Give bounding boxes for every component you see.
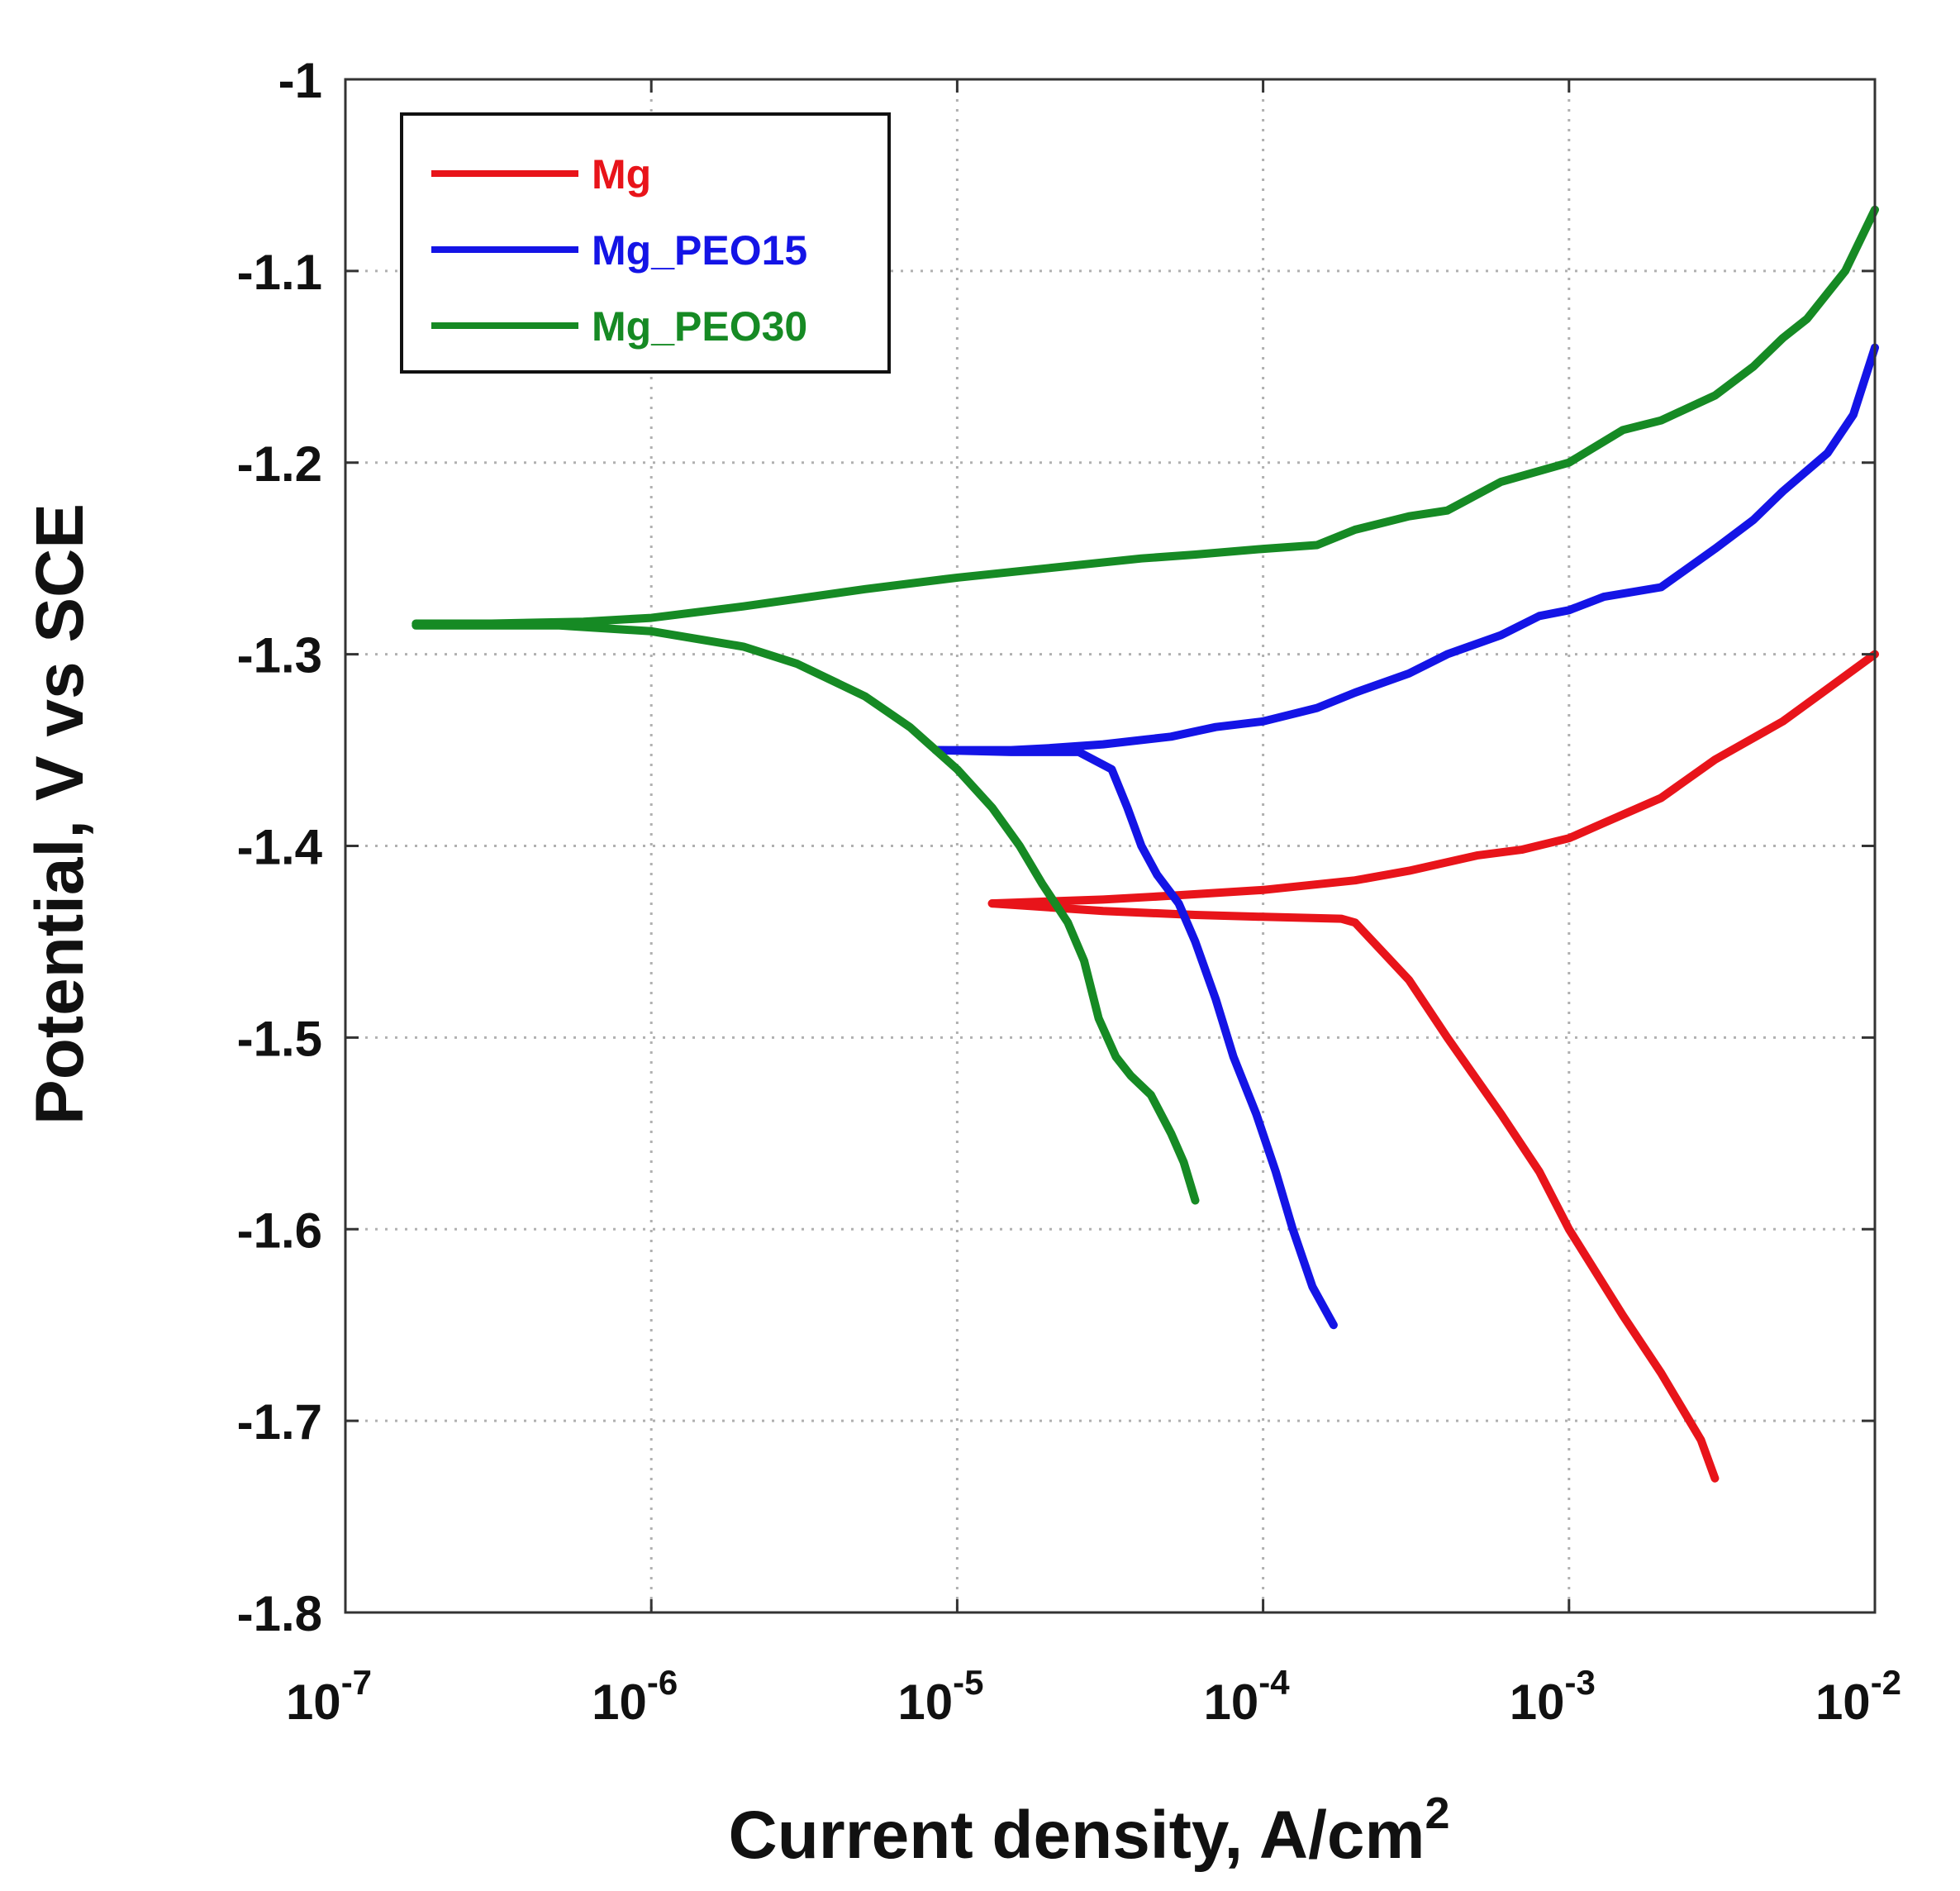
- y-axis-ticks: -1 -1.1 -1.2 -1.3 -1.4 -1.5 -1.6 -1.7 -1.8: [237, 53, 1875, 1641]
- x-axis-label: Current density, A/cm2: [729, 1789, 1450, 1873]
- series-line-mg-cathodic: [987, 899, 1720, 1483]
- series-lines: [412, 205, 1879, 1483]
- series-line-mg-anodic: [987, 650, 1879, 908]
- x-tick-label: 10-3: [1510, 1663, 1596, 1730]
- y-tick-label: -1.2: [237, 436, 322, 492]
- y-tick-label: -1.3: [237, 628, 322, 684]
- x-tick-exponent: -6: [647, 1663, 678, 1702]
- x-tick-label: 10-6: [592, 1663, 678, 1730]
- series-line-mg-peo15-anodic: [931, 343, 1879, 755]
- x-tick-base: 10: [592, 1674, 647, 1730]
- x-tick-base: 10: [1510, 1674, 1565, 1730]
- y-tick-label: -1.4: [237, 820, 323, 875]
- legend-label-mg-peo15: Mg_PEO15: [592, 227, 807, 274]
- series-line-mg-peo30-anodic: [412, 205, 1879, 628]
- x-tick-label: 10-5: [897, 1663, 983, 1730]
- legend-label-mg: Mg: [592, 151, 651, 198]
- legend-label-mg-peo30: Mg_PEO30: [592, 303, 807, 350]
- x-tick-exponent: -5: [953, 1663, 983, 1702]
- x-tick-base: 10: [286, 1674, 341, 1730]
- series-line-mg-peo30-cathodic: [412, 621, 1200, 1205]
- x-tick-exponent: -7: [341, 1663, 372, 1702]
- y-tick-label: -1.1: [237, 245, 322, 300]
- y-tick-label: -1: [278, 53, 322, 108]
- x-tick-label: 10-2: [1815, 1663, 1901, 1730]
- x-axis-ticks: 10-7 10-6 10-5 10-4 10-3 10-2: [286, 79, 1901, 1730]
- x-tick-base: 10: [897, 1674, 953, 1730]
- x-tick-base: 10: [1204, 1674, 1259, 1730]
- series-line-mg-peo15-cathodic: [931, 745, 1338, 1330]
- x-tick-exponent: -4: [1258, 1663, 1290, 1702]
- y-tick-label: -1.6: [237, 1203, 322, 1258]
- x-tick-exponent: -2: [1871, 1663, 1901, 1702]
- y-tick-label: -1.5: [237, 1011, 322, 1066]
- y-axis-label: Potential, V vs SCE: [22, 503, 98, 1125]
- x-tick-label: 10-7: [286, 1663, 372, 1730]
- x-axis-label-text: Current density, A/cm: [729, 1798, 1425, 1873]
- legend: Mg Mg_PEO15 Mg_PEO30: [400, 112, 891, 374]
- x-tick-base: 10: [1815, 1674, 1871, 1730]
- y-tick-label: -1.8: [237, 1586, 322, 1641]
- x-axis-label-superscript: 2: [1425, 1789, 1449, 1838]
- y-tick-label: -1.7: [237, 1394, 322, 1450]
- x-tick-exponent: -3: [1564, 1663, 1595, 1702]
- x-tick-label: 10-4: [1204, 1663, 1291, 1730]
